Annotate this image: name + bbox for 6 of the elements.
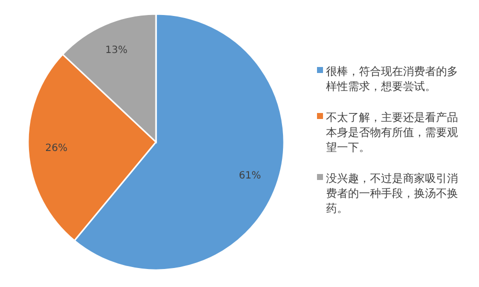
data-label: 26%: [45, 143, 68, 154]
legend-label: 不太了解，主要还是看产品本身是否物有所值，需要观望一下。: [326, 111, 458, 154]
legend-label: 没兴趣，不过是商家吸引消费者的一种手段，换汤不换药。: [326, 172, 458, 215]
legend-label: 很棒，符合现在消费者的多样性需求，想要尝试。: [326, 65, 458, 93]
data-label: 13%: [105, 45, 128, 56]
data-label: 61%: [238, 170, 262, 182]
